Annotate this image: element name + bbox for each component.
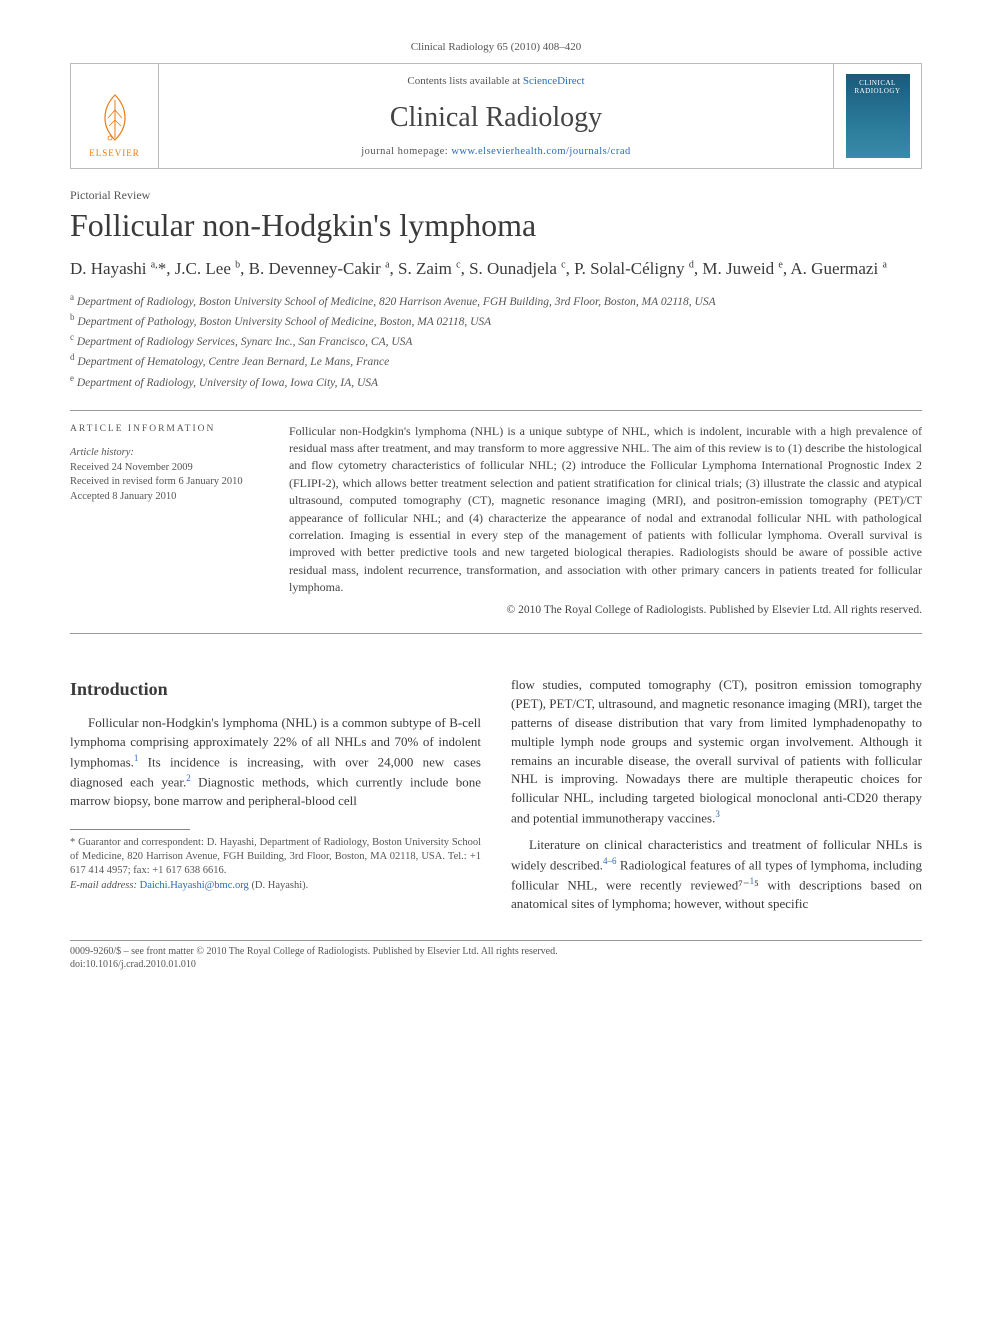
contents-available-line: Contents lists available at ScienceDirec…: [159, 74, 833, 89]
abstract-text: Follicular non-Hodgkin's lymphoma (NHL) …: [289, 424, 922, 595]
history-label: Article history:: [70, 447, 134, 458]
intro-paragraph-1: Follicular non-Hodgkin's lymphoma (NHL) …: [70, 714, 481, 811]
authors-list: D. Hayashi a,*, J.C. Lee b, B. Devenney-…: [70, 258, 922, 281]
affiliation-c: c Department of Radiology Services, Syna…: [70, 331, 922, 351]
elsevier-logo-text: ELSEVIER: [89, 147, 140, 160]
affiliations-list: a Department of Radiology, Boston Univer…: [70, 291, 922, 391]
affiliation-b: b Department of Pathology, Boston Univer…: [70, 311, 922, 331]
history-revised: Received in revised form 6 January 2010: [70, 475, 265, 490]
journal-title: Clinical Radiology: [159, 98, 833, 137]
header-center: Contents lists available at ScienceDirec…: [159, 64, 833, 167]
citation-line: Clinical Radiology 65 (2010) 408–420: [70, 40, 922, 55]
affiliation-d: d Department of Hematology, Centre Jean …: [70, 351, 922, 371]
header-box: ELSEVIER Contents lists available at Sci…: [70, 63, 922, 168]
footer-doi: doi:10.1016/j.crad.2010.01.010: [70, 958, 922, 971]
footer-copyright: 0009-9260/$ – see front matter © 2010 Th…: [70, 945, 922, 958]
footer-rule: [70, 940, 922, 941]
journal-cover-thumbnail: CLINICAL RADIOLOGY: [846, 74, 910, 158]
history-accepted: Accepted 8 January 2010: [70, 490, 265, 505]
article-type: Pictorial Review: [70, 187, 922, 204]
footnote-rule: [70, 829, 190, 830]
elsevier-logo: ELSEVIER: [80, 80, 150, 160]
history-received: Received 24 November 2009: [70, 461, 265, 476]
email-label: E-mail address:: [70, 880, 140, 891]
body-columns: Introduction Follicular non-Hodgkin's ly…: [70, 676, 922, 922]
footer-text: 0009-9260/$ – see front matter © 2010 Th…: [70, 945, 922, 971]
journal-homepage-line: journal homepage: www.elsevierhealth.com…: [159, 145, 833, 160]
publisher-logo-cell: ELSEVIER: [71, 64, 159, 167]
email-line: E-mail address: Daichi.Hayashi@bmc.org (…: [70, 879, 481, 893]
introduction-heading: Introduction: [70, 676, 481, 702]
author-email-link[interactable]: Daichi.Hayashi@bmc.org: [140, 880, 249, 891]
affiliation-a: a Department of Radiology, Boston Univer…: [70, 291, 922, 311]
left-column: Introduction Follicular non-Hodgkin's ly…: [70, 676, 481, 922]
bottom-abstract-rule: [70, 633, 922, 634]
guarantor-text: * Guarantor and correspondent: D. Hayash…: [70, 836, 481, 879]
journal-homepage-link[interactable]: www.elsevierhealth.com/journals/crad: [451, 146, 630, 157]
abstract-block: Follicular non-Hodgkin's lymphoma (NHL) …: [289, 423, 922, 620]
corresponding-author-footnote: * Guarantor and correspondent: D. Hayash…: [70, 836, 481, 893]
affiliation-e: e Department of Radiology, University of…: [70, 372, 922, 392]
article-title: Follicular non-Hodgkin's lymphoma: [70, 207, 922, 244]
article-info-heading: ARTICLE INFORMATION: [70, 423, 265, 436]
contents-prefix: Contents lists available at: [407, 75, 522, 87]
journal-cover-cell: CLINICAL RADIOLOGY: [833, 64, 921, 167]
right-column: flow studies, computed tomography (CT), …: [511, 676, 922, 922]
cover-line2: RADIOLOGY: [854, 87, 900, 95]
homepage-prefix: journal homepage:: [361, 146, 451, 157]
abstract-copyright: © 2010 The Royal College of Radiologists…: [289, 602, 922, 619]
cover-text: CLINICAL RADIOLOGY: [854, 80, 900, 95]
email-suffix: (D. Hayashi).: [249, 880, 308, 891]
intro-paragraph-2: Literature on clinical characteristics a…: [511, 836, 922, 914]
sciencedirect-link[interactable]: ScienceDirect: [523, 75, 585, 87]
intro-paragraph-1-cont: flow studies, computed tomography (CT), …: [511, 676, 922, 828]
info-abstract-row: ARTICLE INFORMATION Article history: Rec…: [70, 411, 922, 634]
article-info-block: ARTICLE INFORMATION Article history: Rec…: [70, 423, 265, 620]
elsevier-tree-icon: [90, 90, 140, 145]
